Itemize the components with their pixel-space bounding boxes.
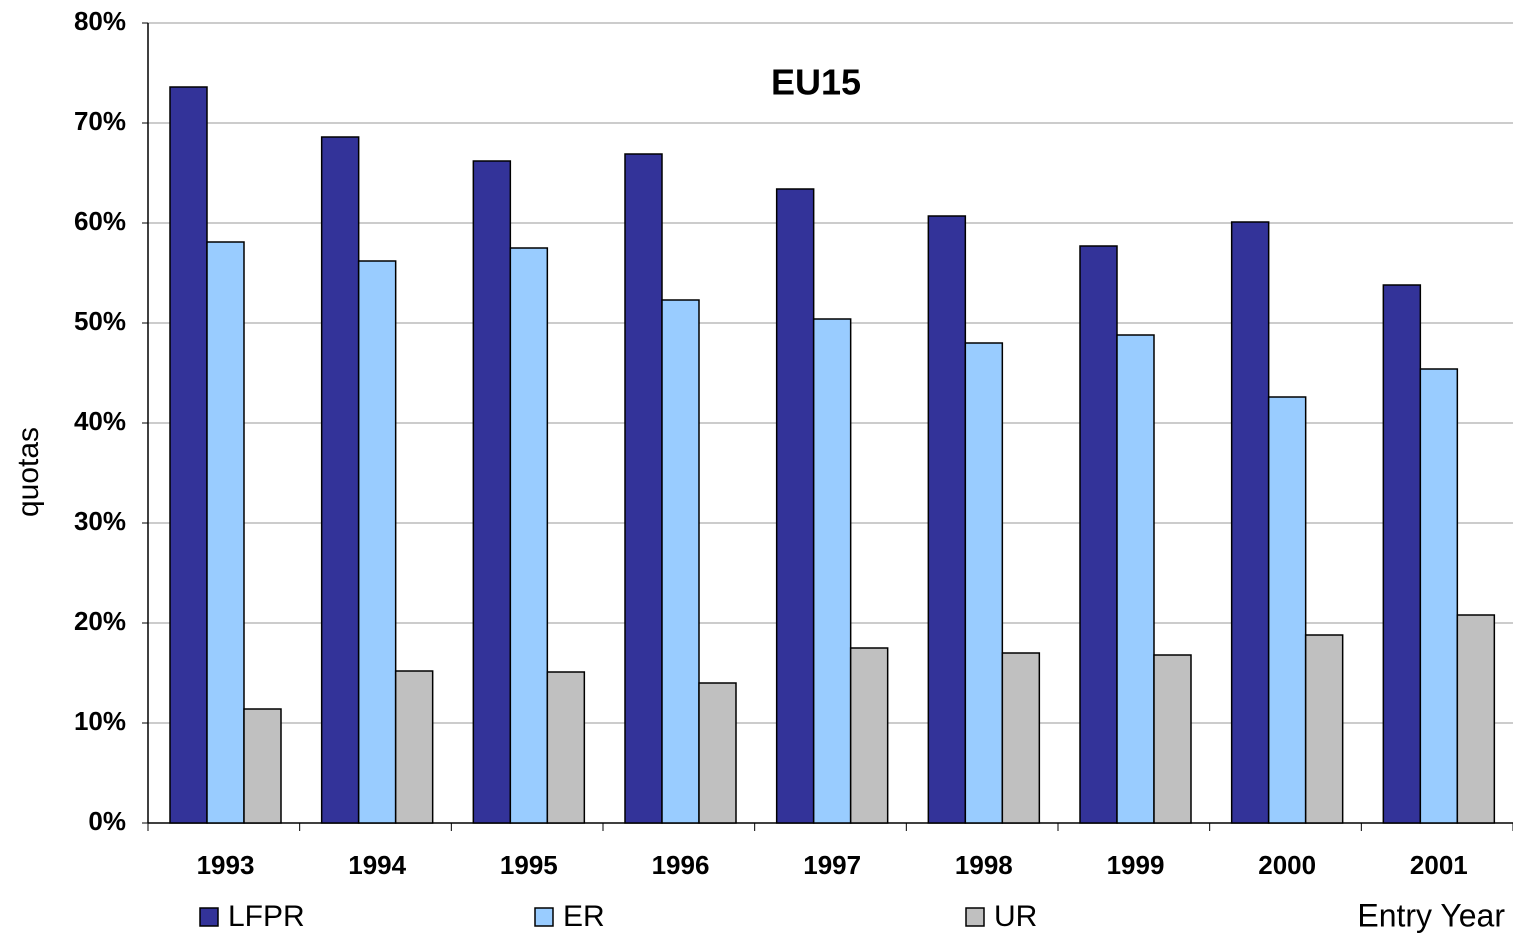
bar — [472, 160, 512, 824]
x-tick-label: 1993 — [197, 850, 255, 880]
bar — [1419, 368, 1459, 824]
bar — [243, 708, 282, 824]
bar — [1079, 245, 1118, 824]
bar — [1153, 654, 1192, 824]
bar — [1456, 614, 1496, 824]
bar — [206, 241, 245, 824]
bar — [1304, 634, 1344, 824]
bar — [1230, 221, 1270, 824]
y-tick-label: 10% — [74, 706, 126, 736]
bar — [1116, 334, 1155, 824]
y-tick-label: 30% — [74, 506, 126, 536]
x-tick-label: 1995 — [500, 850, 558, 880]
y-tick-label: 50% — [74, 306, 126, 336]
bar — [624, 153, 663, 824]
bar — [849, 647, 889, 824]
x-tick-label: 1997 — [803, 850, 861, 880]
chart-title: EU15 — [771, 62, 861, 103]
bar — [964, 342, 1004, 824]
y-tick-label: 60% — [74, 206, 126, 236]
bar — [812, 318, 852, 824]
bar — [661, 299, 700, 824]
bar — [320, 136, 360, 824]
x-tick-label: 1999 — [1107, 850, 1165, 880]
x-tick-label: 1994 — [348, 850, 406, 880]
legend-label: LFPR — [228, 900, 305, 933]
x-tick-label: 1996 — [652, 850, 710, 880]
y-axis-label: quotas — [12, 427, 45, 517]
bar — [775, 188, 815, 824]
y-tick-label: 40% — [74, 406, 126, 436]
y-tick-label: 20% — [74, 606, 126, 636]
y-tick-label: 70% — [74, 106, 126, 136]
legend-label: ER — [563, 900, 605, 933]
bar — [1382, 284, 1422, 824]
legend-swatch — [199, 907, 219, 927]
bar — [698, 682, 737, 824]
bar — [1267, 396, 1307, 824]
bar — [394, 670, 434, 824]
legend-swatch — [965, 907, 985, 927]
y-tick-label: 0% — [88, 806, 126, 836]
bar — [169, 86, 208, 824]
x-tick-label: 2000 — [1258, 850, 1316, 880]
bar — [927, 215, 967, 824]
legend-swatch — [534, 907, 554, 927]
legend-label: UR — [994, 900, 1037, 933]
x-axis-label: Entry Year — [1357, 897, 1505, 933]
bar — [357, 260, 397, 824]
bar — [1001, 652, 1041, 824]
y-tick-label: 80% — [74, 6, 126, 36]
x-tick-label: 2001 — [1410, 850, 1468, 880]
x-tick-label: 1998 — [955, 850, 1013, 880]
bar — [546, 671, 586, 824]
bar — [509, 247, 549, 824]
